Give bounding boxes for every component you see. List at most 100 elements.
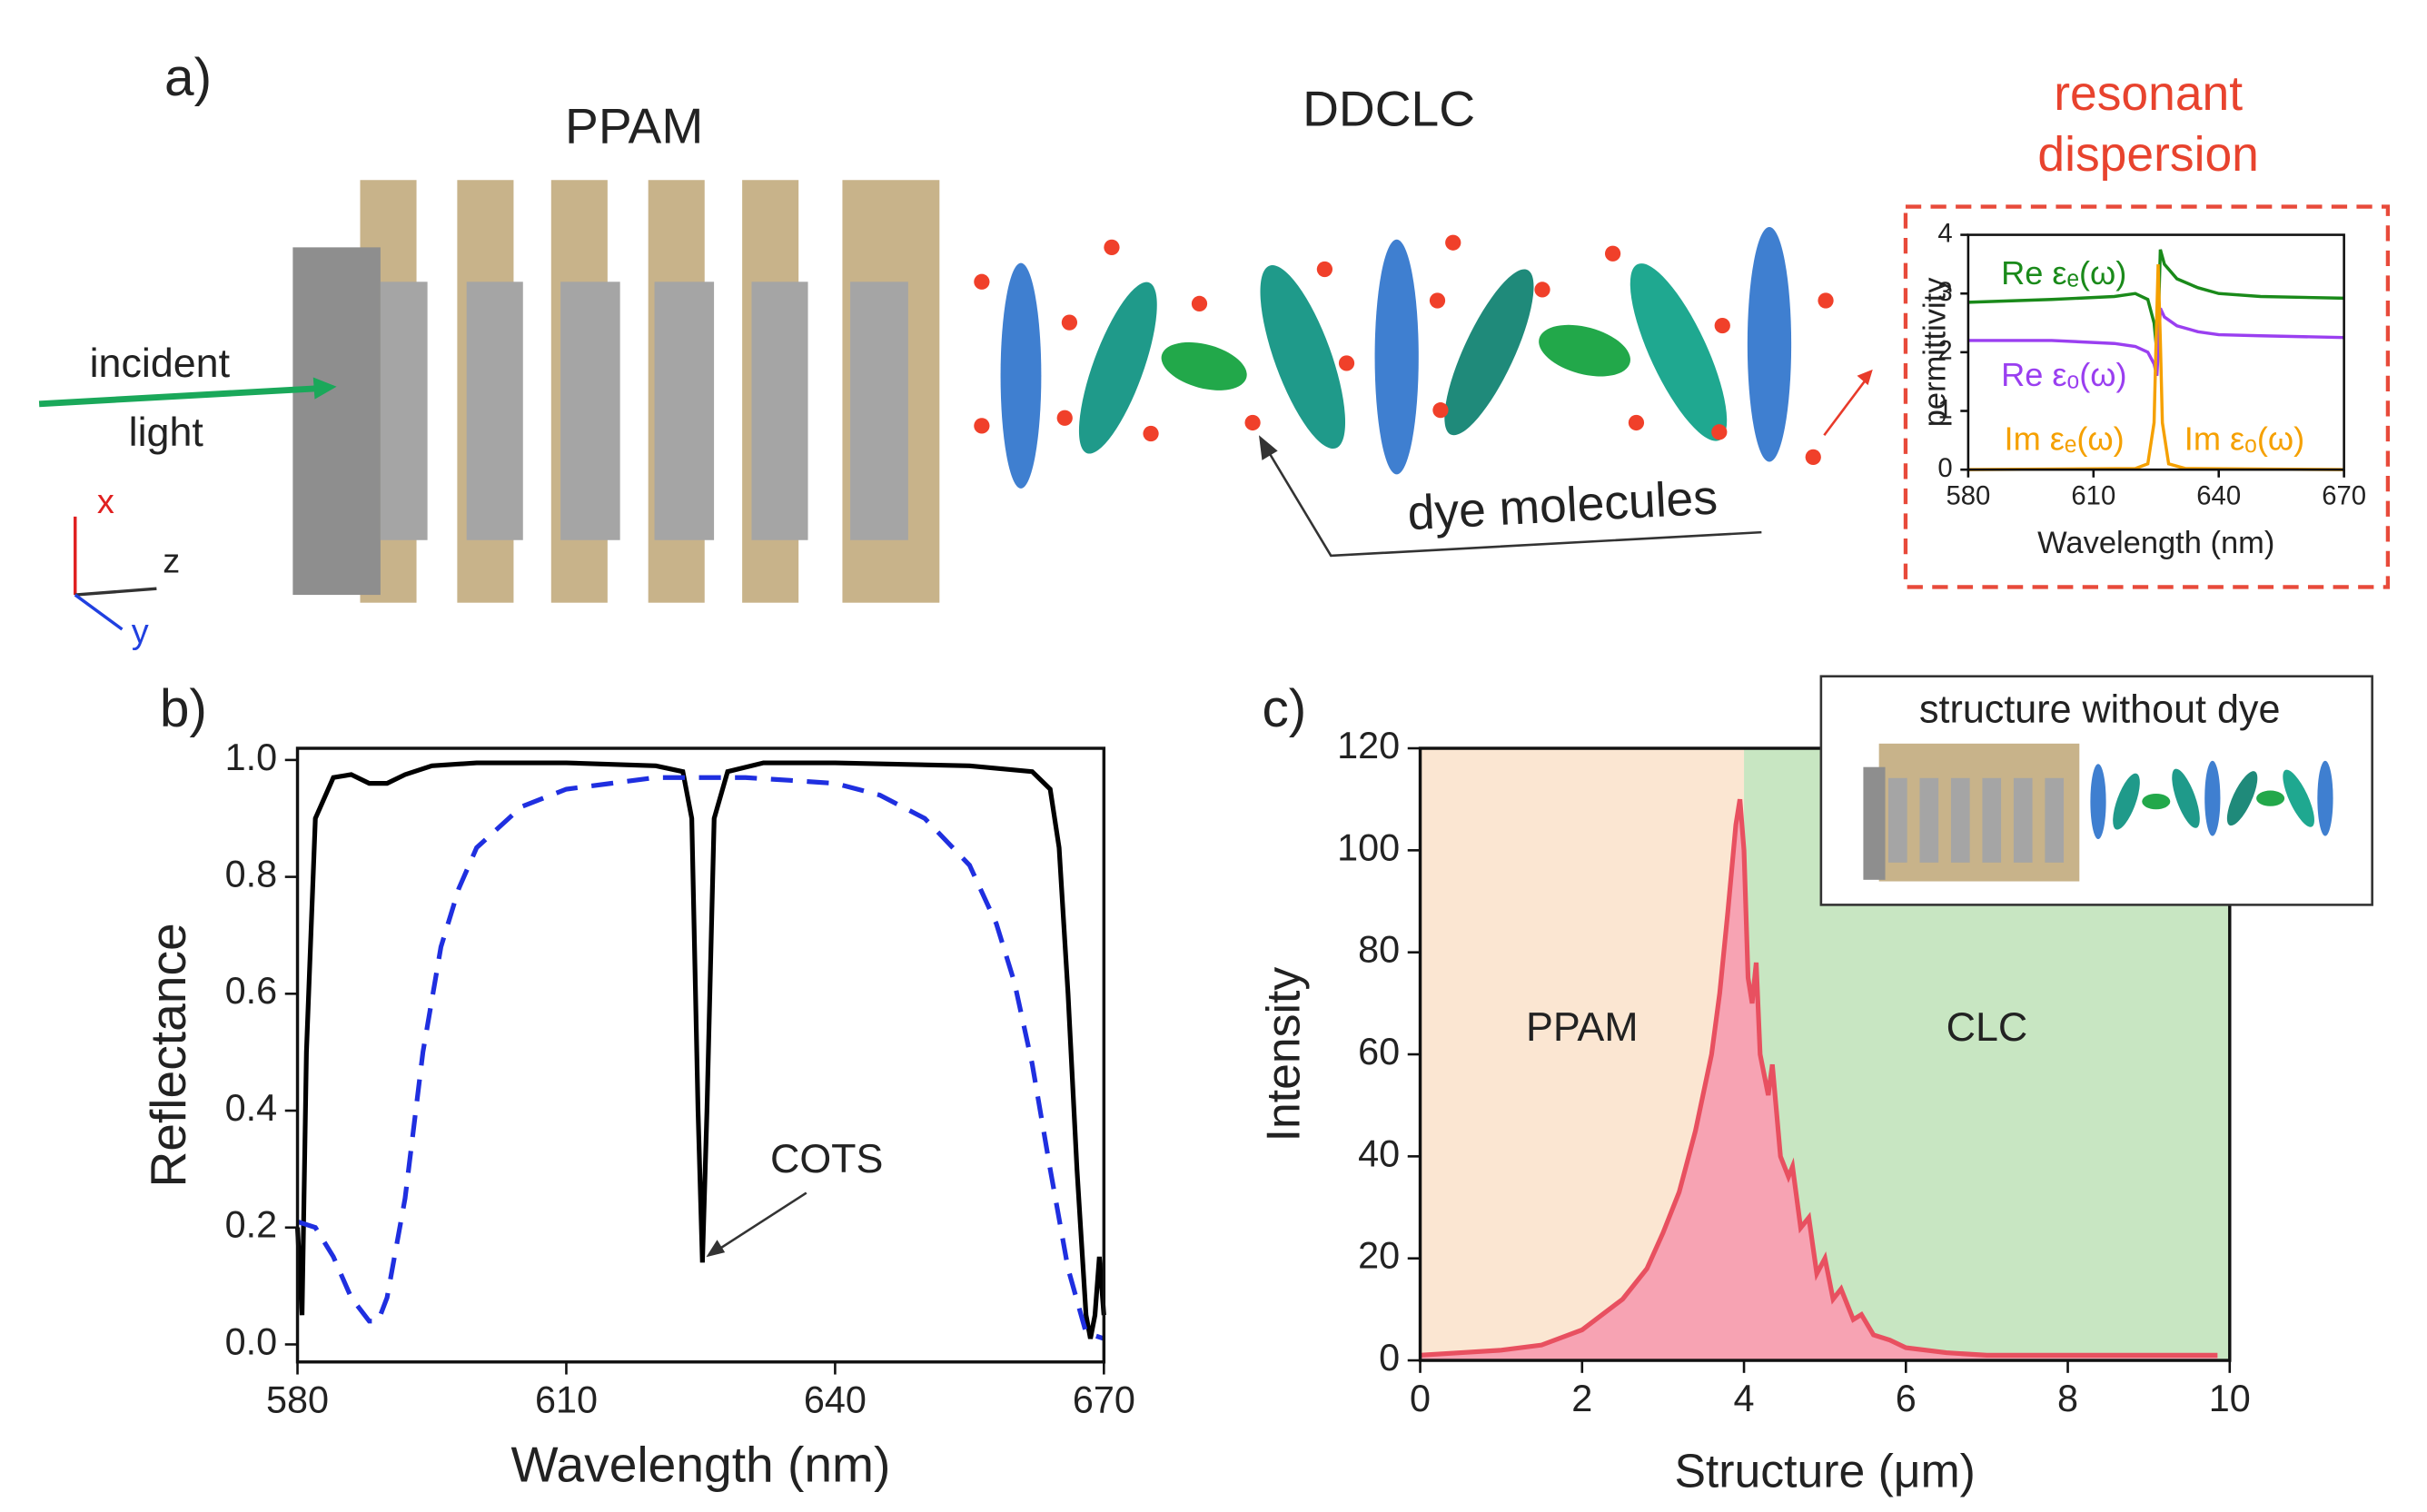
incident-label: light bbox=[129, 410, 204, 455]
dot bbox=[974, 273, 990, 290]
dot bbox=[1429, 292, 1446, 309]
mini-molecule bbox=[2226, 771, 2258, 826]
line bbox=[1420, 798, 2218, 1358]
axis-z bbox=[74, 587, 157, 597]
axis-letter: x bbox=[97, 483, 114, 521]
plot-frame bbox=[295, 746, 1106, 1364]
mini-molecule bbox=[2317, 760, 2333, 836]
slab-gray bbox=[751, 282, 808, 540]
y-axis-label: permittivity bbox=[1918, 277, 1953, 427]
ppam-label: PPAM bbox=[565, 98, 703, 154]
molecule bbox=[1000, 262, 1042, 489]
line bbox=[294, 760, 1106, 1339]
x-axis-label: Structure (μm) bbox=[1674, 1445, 1975, 1497]
x-tick-label: 610 bbox=[535, 1379, 598, 1421]
slab-gray bbox=[850, 282, 908, 540]
dot bbox=[974, 418, 990, 434]
mini-slab bbox=[1887, 777, 1907, 863]
mini-molecule bbox=[2142, 794, 2171, 810]
annotation: Im εₑ(ω) bbox=[2005, 420, 2125, 458]
y-tick-label: 0.4 bbox=[225, 1087, 278, 1129]
x-axis-label: Wavelength (nm) bbox=[510, 1437, 890, 1493]
y-tick-label: 1 bbox=[1937, 394, 1952, 424]
x-tick-label: 640 bbox=[804, 1379, 867, 1421]
resonant-label: dispersion bbox=[2037, 128, 2259, 182]
dye-dots bbox=[974, 234, 1834, 465]
x-tick-label: 6 bbox=[1896, 1378, 1917, 1419]
molecule bbox=[1630, 263, 1728, 441]
axis-letter: z bbox=[163, 543, 180, 581]
mini-molecule bbox=[2256, 790, 2285, 806]
mini-slab bbox=[2013, 777, 2033, 863]
y-tick-label: 0.6 bbox=[225, 970, 278, 1012]
mini-slab bbox=[2045, 777, 2065, 863]
y-tick-label: 80 bbox=[1358, 929, 1400, 971]
series-label: Re εₒ(ω) bbox=[2001, 356, 2126, 393]
x-tick-label: 0 bbox=[1410, 1378, 1431, 1419]
mini-molecule bbox=[2090, 764, 2106, 839]
slab-gray bbox=[654, 282, 715, 540]
x-axis-label: Wavelength (nm) bbox=[2037, 526, 2274, 560]
line bbox=[296, 775, 1105, 1341]
mini-molecule bbox=[2283, 769, 2314, 827]
dot bbox=[1818, 292, 1834, 309]
ppam-structure bbox=[292, 180, 940, 603]
mini-slab bbox=[1919, 777, 1939, 863]
arrow-head bbox=[1857, 369, 1873, 386]
line bbox=[1967, 263, 2344, 471]
mini-slab bbox=[1982, 777, 2002, 863]
molecule bbox=[1539, 324, 1630, 377]
mini-molecule bbox=[2113, 773, 2140, 830]
molecule bbox=[1260, 265, 1346, 450]
series-label: Re εₑ(ω) bbox=[2001, 254, 2126, 292]
mini-slab bbox=[1950, 777, 1970, 863]
y-tick-label: 0.8 bbox=[225, 854, 278, 895]
y-tick-label: 20 bbox=[1358, 1235, 1400, 1277]
y-tick-label: 60 bbox=[1358, 1031, 1400, 1072]
arrow-head bbox=[1258, 435, 1278, 460]
resonant-label: resonant bbox=[2054, 67, 2243, 121]
dot bbox=[1191, 295, 1208, 312]
dot bbox=[1061, 314, 1078, 331]
y-tick-label: 3 bbox=[1937, 277, 1952, 307]
inset-title: structure without dye bbox=[1919, 688, 2280, 732]
y-tick-label: 0.2 bbox=[225, 1204, 278, 1246]
y-tick-label: 2 bbox=[1937, 336, 1952, 366]
light-arrow bbox=[38, 385, 322, 408]
x-tick-label: 580 bbox=[1946, 480, 1990, 510]
molecule bbox=[1078, 282, 1157, 454]
molecule bbox=[1161, 341, 1247, 390]
x-tick-label: 670 bbox=[2322, 480, 2366, 510]
x-tick-label: 580 bbox=[266, 1379, 329, 1421]
slab-gray bbox=[560, 282, 620, 540]
x-tick-label: 640 bbox=[2196, 480, 2241, 510]
mini-molecule bbox=[2204, 760, 2221, 836]
annotation: COTS bbox=[770, 1136, 883, 1181]
y-axis-label: Intensity bbox=[1257, 967, 1310, 1142]
slab-side bbox=[292, 247, 381, 596]
region-label: CLC bbox=[1947, 1004, 2028, 1050]
dot bbox=[1805, 449, 1821, 465]
molecule bbox=[1747, 226, 1792, 462]
molecules bbox=[1000, 226, 1792, 489]
y-axis-label: Reflectance bbox=[140, 923, 196, 1187]
panel-label: a) bbox=[164, 48, 212, 107]
dot bbox=[1604, 245, 1621, 262]
slab-gray bbox=[380, 282, 428, 540]
y-tick-label: 100 bbox=[1337, 826, 1400, 868]
mini-slab bbox=[1863, 766, 1886, 880]
mini-molecule bbox=[2172, 768, 2200, 828]
y-tick-label: 40 bbox=[1358, 1132, 1400, 1174]
dot bbox=[1056, 410, 1073, 426]
panel-label: c) bbox=[1262, 679, 1306, 738]
annotation: Im εₒ(ω) bbox=[2184, 420, 2304, 458]
annotation-arrow bbox=[713, 1191, 807, 1254]
incident-label: incident bbox=[90, 341, 231, 386]
ddclc-label: DDCLC bbox=[1303, 81, 1475, 137]
arrow-head bbox=[312, 377, 337, 400]
dot bbox=[1143, 425, 1159, 442]
x-tick-label: 8 bbox=[2057, 1378, 2078, 1419]
x-tick-label: 4 bbox=[1734, 1378, 1755, 1419]
